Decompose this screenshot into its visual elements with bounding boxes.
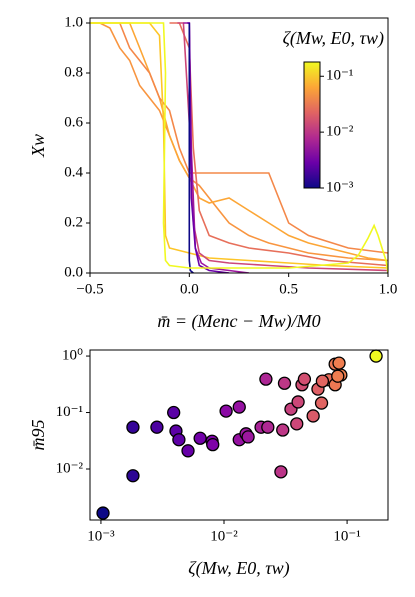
- colorbar-tick-label: 10⁻¹: [326, 68, 353, 84]
- x-tick-label: 10⁻²: [210, 528, 238, 544]
- data-point: [126, 420, 140, 434]
- data-point: [332, 356, 346, 370]
- colorbar-tick-label: 10⁻²: [326, 124, 354, 140]
- data-line: [90, 22, 388, 262]
- x-tick-label: 1.0: [379, 281, 398, 297]
- data-point: [241, 430, 255, 444]
- y-axis-label: Xw: [28, 134, 48, 158]
- data-line: [90, 22, 388, 273]
- data-point: [259, 372, 273, 386]
- data-point: [219, 404, 233, 418]
- data-point: [167, 405, 181, 420]
- y-tick-label: 10⁰: [62, 347, 83, 363]
- data-point: [369, 349, 383, 363]
- data-line: [119, 22, 388, 254]
- data-point: [291, 395, 305, 409]
- data-line: [177, 22, 388, 272]
- data-point: [172, 433, 186, 447]
- data-line: [90, 22, 388, 262]
- data-point: [276, 423, 290, 437]
- data-point: [126, 469, 140, 483]
- annotation: ζ(Mw, E0, τw): [283, 28, 384, 49]
- axes-frame: [89, 17, 389, 274]
- data-point: [206, 437, 220, 452]
- data-point: [331, 369, 345, 383]
- colorbar: [303, 61, 321, 189]
- y-axis-label: m̄95: [28, 420, 48, 451]
- data-point: [314, 396, 329, 410]
- data-point: [232, 400, 246, 414]
- data-line: [90, 22, 388, 269]
- colorbar-tick-label: 10⁻³: [326, 179, 354, 195]
- data-point: [290, 417, 304, 431]
- y-tick-label: 0.8: [64, 64, 83, 80]
- data-line: [169, 22, 388, 267]
- y-tick-label: 0.0: [64, 264, 83, 280]
- x-tick-label: 0.0: [180, 281, 199, 297]
- y-tick-label: 0.4: [64, 164, 83, 180]
- y-tick-label: 10⁻²: [56, 460, 84, 476]
- data-point: [96, 506, 110, 520]
- data-point: [306, 409, 320, 423]
- data-point: [277, 376, 292, 390]
- x-tick-label: 10⁻³: [87, 528, 115, 544]
- data-point: [274, 465, 288, 479]
- y-tick-label: 10⁻¹: [56, 404, 83, 420]
- plot-area: [90, 22, 388, 273]
- x-axis-label: ζ(Mw, E0, τw): [188, 558, 289, 579]
- data-point: [181, 444, 195, 458]
- x-tick-label: −0.5: [76, 281, 103, 297]
- data-line: [188, 23, 194, 273]
- data-point: [297, 372, 312, 386]
- x-axis-label: m̄ = (Menc − Mw)/M0: [157, 311, 320, 332]
- x-tick-label: 0.5: [279, 281, 298, 297]
- data-point: [193, 431, 207, 445]
- axes-frame: [89, 349, 389, 521]
- data-point: [261, 420, 275, 434]
- y-tick-label: 0.6: [64, 114, 83, 130]
- data-point: [315, 374, 330, 388]
- x-tick-label: 10⁻¹: [333, 528, 360, 544]
- y-tick-label: 1.0: [64, 14, 83, 30]
- y-tick-label: 0.2: [64, 214, 83, 230]
- data-point: [150, 420, 164, 434]
